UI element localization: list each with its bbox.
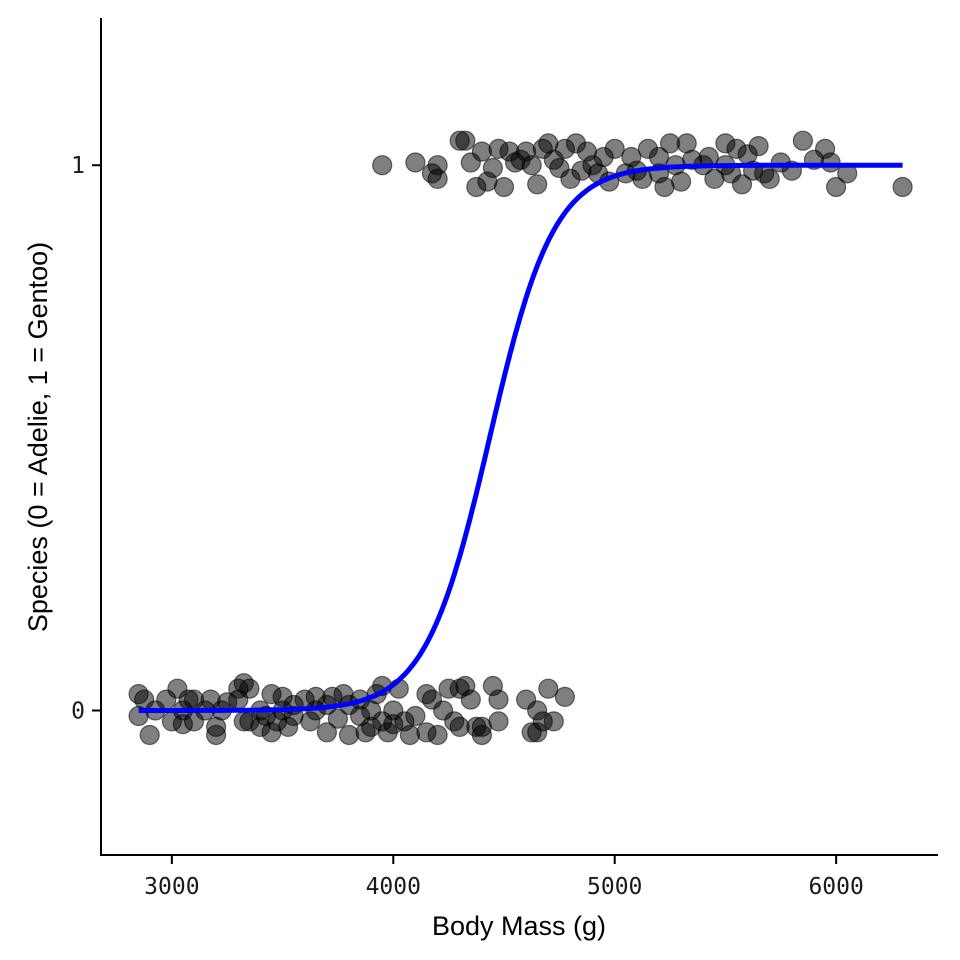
data-point <box>488 711 509 732</box>
data-point <box>327 708 348 729</box>
data-point <box>316 722 337 743</box>
data-point <box>670 171 692 192</box>
data-point <box>792 130 814 151</box>
data-point <box>471 141 492 162</box>
data-point <box>139 724 160 746</box>
data-point <box>399 724 420 746</box>
scatter-points <box>128 130 913 746</box>
data-point <box>405 152 426 173</box>
data-point <box>488 689 509 710</box>
data-point <box>892 176 913 198</box>
data-point <box>239 678 260 699</box>
data-point <box>405 705 426 727</box>
y-tick-label: 1 <box>71 153 85 179</box>
data-point <box>543 711 564 732</box>
data-point <box>427 168 448 189</box>
data-point <box>759 168 780 189</box>
y-tick-label: 0 <box>71 699 85 725</box>
x-tick-label: 4000 <box>366 874 421 900</box>
data-point <box>538 678 559 699</box>
data-point <box>820 152 841 173</box>
data-point <box>521 155 542 176</box>
x-axis-ticks: 3000 4000 5000 6000 <box>144 855 864 900</box>
x-tick-label: 3000 <box>144 874 199 900</box>
x-axis-title: Body Mass (g) <box>432 911 606 941</box>
data-point <box>455 130 476 151</box>
data-point <box>748 136 769 157</box>
y-axis-ticks: 01 <box>71 153 101 725</box>
data-point <box>427 724 448 746</box>
data-point <box>206 724 227 746</box>
data-point <box>482 157 503 179</box>
data-point <box>338 724 360 746</box>
y-axis-title: Species (0 = Adelie, 1 = Gentoo) <box>23 242 53 632</box>
data-point <box>731 174 753 195</box>
x-tick-label: 5000 <box>587 874 642 900</box>
data-point <box>527 174 548 195</box>
data-point <box>493 176 515 198</box>
x-tick-label: 6000 <box>808 874 863 900</box>
data-point <box>372 155 393 176</box>
data-point <box>825 176 847 198</box>
data-point <box>460 689 481 710</box>
data-point <box>604 138 625 159</box>
logistic-fit-line <box>138 162 903 713</box>
data-point <box>554 686 576 708</box>
